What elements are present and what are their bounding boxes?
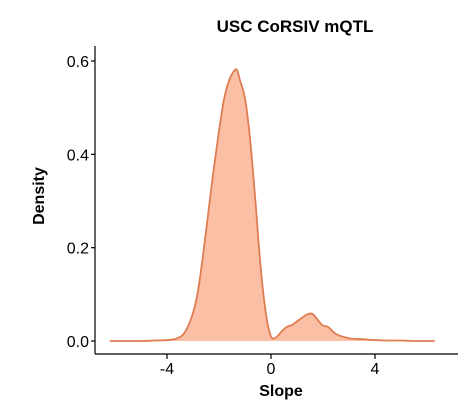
plot-area xyxy=(109,68,435,342)
y-tick-label: 0.6 xyxy=(67,54,89,71)
y-tick-label: 0.4 xyxy=(67,147,89,164)
x-axis: -4 0 4 xyxy=(95,353,458,378)
x-tick-label: 0 xyxy=(267,361,276,378)
x-tick-label: -4 xyxy=(160,361,174,378)
y-tick-label: 0.2 xyxy=(67,241,89,258)
x-axis-label: Slope xyxy=(259,383,303,400)
chart-title: USC CoRSIV mQTL xyxy=(217,17,374,36)
x-tick-label: 4 xyxy=(371,361,380,378)
y-tick-label: 0.0 xyxy=(67,334,89,351)
y-axis: 0.0 0.2 0.4 0.6 xyxy=(67,46,96,354)
y-axis-label: Density xyxy=(31,167,48,225)
density-area xyxy=(109,69,435,342)
density-line xyxy=(109,68,435,342)
